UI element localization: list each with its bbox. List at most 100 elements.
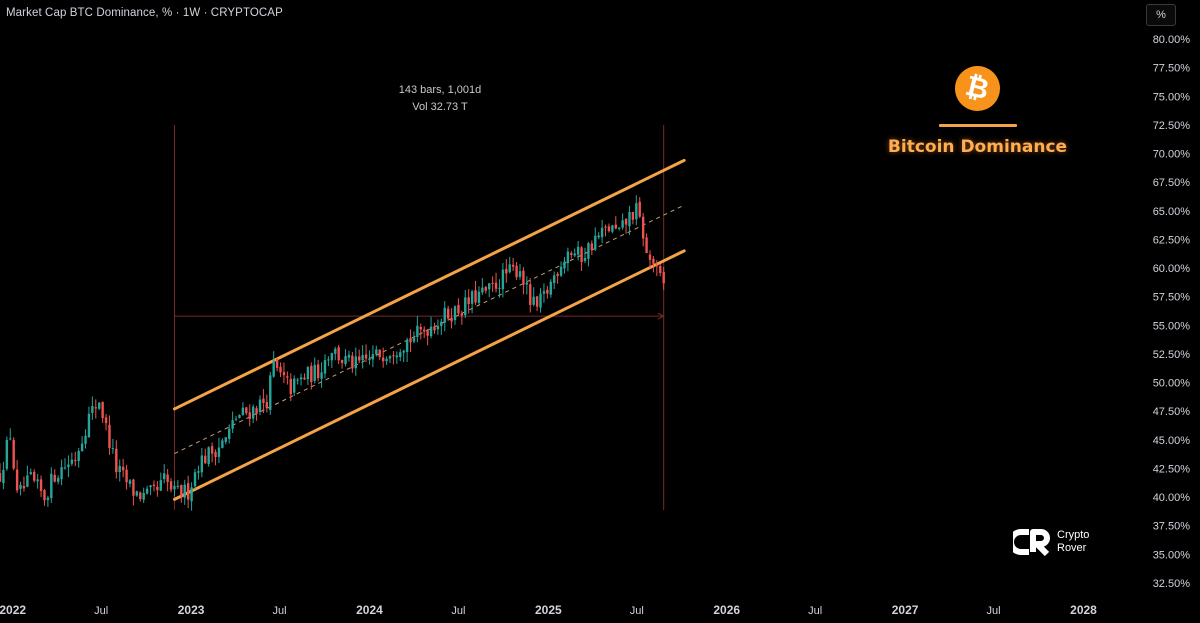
candle-body (84, 435, 87, 444)
candle-body (234, 418, 238, 420)
y-tick-label: 45.00% (1153, 435, 1191, 447)
candle-body (26, 475, 29, 487)
channel-median-line (174, 204, 685, 455)
candle-body (405, 339, 409, 353)
candle-body (378, 349, 381, 358)
y-tick-label: 70.00% (1153, 149, 1191, 161)
candle-body (306, 367, 310, 380)
candle-body (125, 469, 128, 483)
channel-upper-line (172, 158, 686, 411)
candle-body (197, 471, 200, 473)
measure-volume: Vol 32.73 T (412, 101, 468, 113)
candle-body (139, 492, 142, 500)
candle-body (340, 359, 344, 363)
candle-body (628, 212, 631, 227)
candle-body (50, 473, 53, 499)
y-tick-label: 57.50% (1153, 292, 1191, 304)
candle-body (368, 359, 371, 361)
title-underline (939, 124, 1017, 127)
candle-body (604, 226, 607, 228)
candle-body (385, 358, 388, 362)
candles (0, 195, 665, 511)
candle-body (652, 258, 655, 264)
candle-body (56, 477, 60, 482)
candle-body (566, 251, 570, 264)
candle-body (388, 356, 392, 359)
candle-body (522, 270, 525, 285)
candle-body (142, 492, 145, 500)
candle-body (460, 313, 464, 316)
candle-body (426, 330, 429, 336)
candle-body (70, 459, 74, 464)
candle-body (231, 420, 234, 429)
candle-body (60, 467, 63, 480)
symbol-title: Market Cap BTC Dominance, % · 1W · CRYPT… (6, 7, 283, 19)
candle-body (272, 360, 275, 377)
candle-body (152, 484, 156, 486)
candle-body (296, 379, 299, 381)
candle-body (159, 480, 162, 491)
candle-body (532, 296, 535, 305)
candle-body (474, 290, 477, 303)
candle-body (402, 350, 405, 353)
y-axis: 80.00% 77.50% 75.00% 72.50% 70.00% 67.50% 65.0… (1153, 34, 1191, 590)
candle-body (22, 485, 26, 489)
y-tick-label: 40.00% (1153, 492, 1191, 504)
candle-body (399, 352, 402, 357)
candle-body (590, 243, 594, 251)
measure-arrow-head (657, 312, 665, 320)
candle-body (600, 227, 604, 238)
candle-body (135, 491, 139, 496)
candle-body (587, 243, 590, 259)
candle-body (491, 282, 494, 284)
y-tick-label: 80.00% (1153, 34, 1191, 46)
candle-body (269, 375, 272, 410)
x-axis: 2022 Jul 2023 Jul 2024 Jul 2025 Jul 2026 Jul 2027 J… (0, 603, 1097, 617)
candle-body (63, 467, 67, 469)
candle-body (108, 424, 111, 448)
crypto-rover-watermark: Crypto Rover (1013, 528, 1089, 556)
x-tick-label: Jul (630, 605, 644, 617)
candle-body (36, 479, 39, 482)
candle-body (347, 354, 351, 358)
y-tick-label: 50.00% (1153, 378, 1191, 390)
candle-body (98, 402, 101, 409)
candle-body (320, 372, 323, 379)
candle-body (299, 377, 303, 380)
crypto-rover-logo-icon (1013, 529, 1050, 556)
y-tick-label: 47.50% (1153, 406, 1191, 418)
candle-body (67, 464, 70, 468)
candle-body (358, 356, 361, 361)
candle-body (2, 469, 5, 484)
x-tick-label: 2025 (535, 603, 562, 617)
candle-body (436, 326, 440, 330)
candle-body (186, 483, 190, 500)
candle-body (251, 406, 255, 419)
x-tick-label: 2026 (713, 603, 740, 617)
candle-body (655, 264, 659, 267)
candle-body (132, 479, 135, 496)
x-tick-label: 2022 (0, 603, 26, 617)
candle-body (494, 282, 498, 289)
candle-body (115, 448, 118, 473)
candle-body (375, 349, 378, 355)
candle-body (94, 407, 97, 409)
candle-body (149, 485, 152, 488)
candle-body (614, 224, 617, 229)
candle-body (221, 440, 224, 448)
candle-body (364, 354, 368, 359)
candle-body (80, 443, 84, 452)
candle-body (583, 257, 587, 261)
candle-body (549, 281, 552, 295)
candle-body (611, 225, 614, 232)
x-tick-label: Jul (987, 605, 1001, 617)
y-tick-label: 75.00% (1153, 91, 1191, 103)
candle-body (275, 359, 279, 368)
parallel-channel (172, 158, 686, 501)
candle-body (416, 325, 419, 337)
percent-scale-button[interactable]: % (1146, 4, 1176, 26)
y-tick-label: 42.50% (1153, 463, 1191, 475)
candle-body (525, 282, 529, 285)
candle-body (228, 428, 231, 439)
